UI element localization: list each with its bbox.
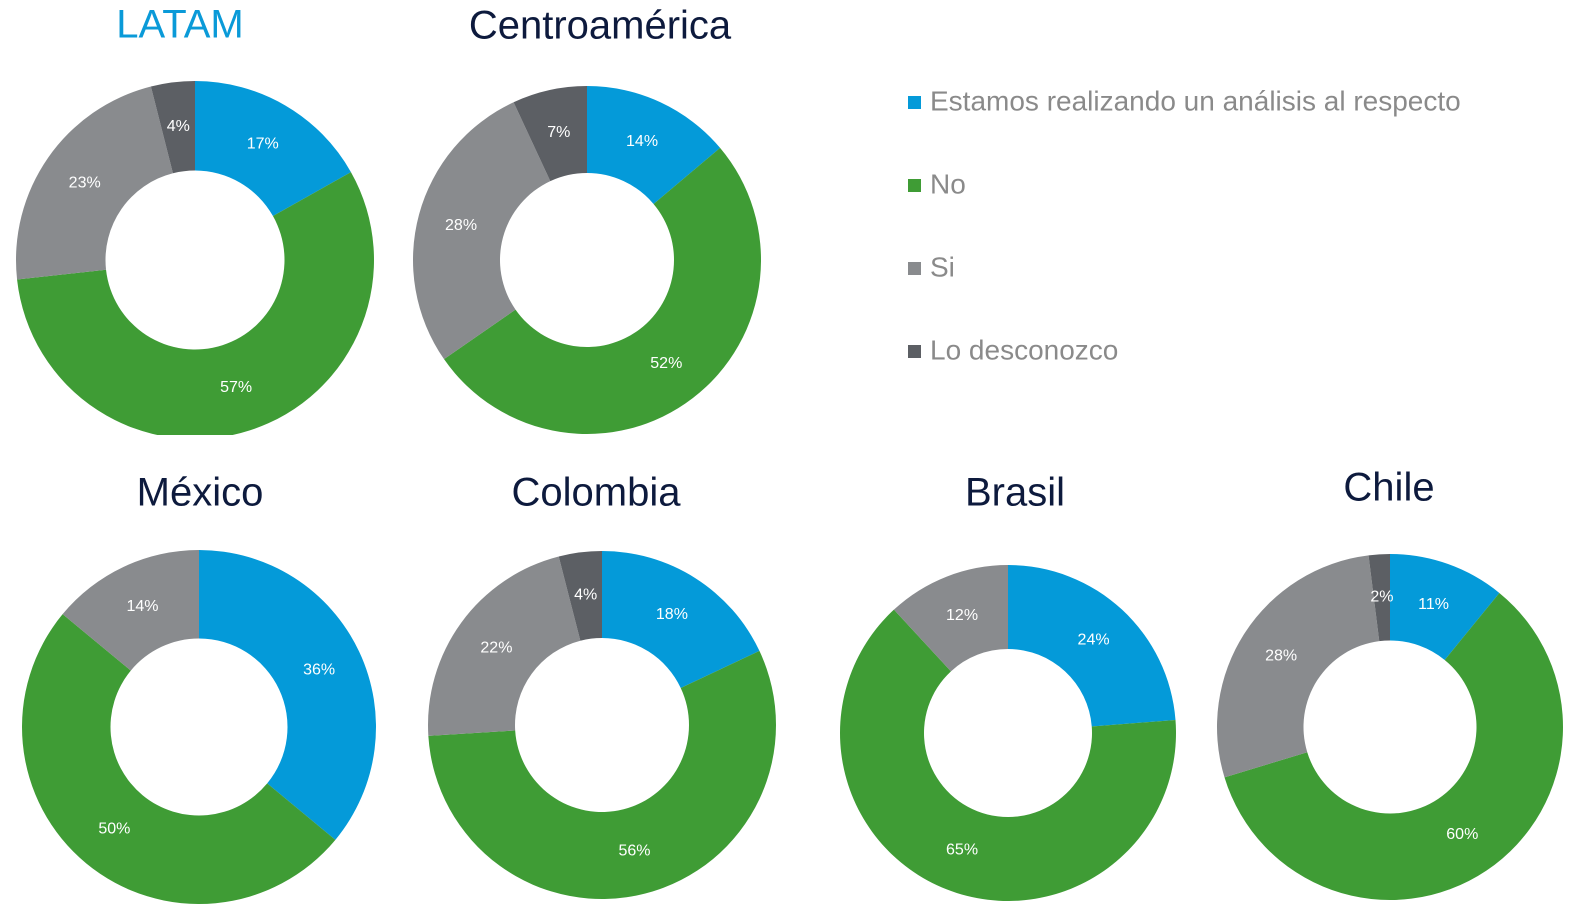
chart-title: LATAM bbox=[116, 3, 243, 47]
donut-slice bbox=[1390, 554, 1500, 660]
legend-label: Lo desconozco bbox=[930, 334, 1118, 365]
donut-chart: 11% 60% 28% 2% bbox=[1217, 554, 1563, 900]
donut-slice bbox=[412, 102, 551, 360]
data-label: 7% bbox=[547, 124, 570, 141]
donut-slice bbox=[558, 551, 602, 641]
data-label: 22% bbox=[480, 640, 512, 657]
donut-slice bbox=[16, 86, 173, 280]
donut-chart: 14% 52% 28% 7% bbox=[412, 86, 761, 434]
donut-chart: 24% 65% 12% bbox=[840, 565, 1177, 901]
donut-slice bbox=[444, 147, 761, 434]
data-label: 12% bbox=[946, 607, 978, 624]
legend-label: Estamos realizando un análisis al respec… bbox=[930, 85, 1461, 116]
legend-swatch bbox=[908, 262, 921, 275]
data-label: 18% bbox=[656, 606, 688, 623]
data-label: 50% bbox=[98, 821, 130, 838]
donut-slice bbox=[602, 551, 760, 688]
data-label: 24% bbox=[1078, 632, 1110, 649]
data-label: 23% bbox=[69, 175, 101, 192]
donut-slice bbox=[62, 550, 199, 671]
donut-slice bbox=[840, 609, 1177, 901]
data-label: 56% bbox=[618, 843, 650, 860]
data-label: 4% bbox=[574, 587, 597, 604]
legend-label: Si bbox=[930, 251, 955, 282]
data-label: 28% bbox=[445, 217, 477, 234]
donut-slice bbox=[199, 550, 376, 840]
donut-chart: 18% 56% 22% 4% bbox=[428, 551, 776, 900]
chart-title: Chile bbox=[1343, 466, 1434, 510]
data-label: 52% bbox=[650, 355, 682, 372]
data-label: 11% bbox=[1418, 596, 1449, 613]
data-label: 65% bbox=[946, 842, 978, 859]
donut-slice bbox=[1368, 554, 1390, 642]
legend-swatch bbox=[908, 345, 921, 358]
donut-slice bbox=[428, 650, 776, 900]
data-label: 14% bbox=[626, 133, 658, 150]
legend-swatch bbox=[908, 179, 921, 192]
chart-title: Brasil bbox=[965, 471, 1065, 515]
data-label: 4% bbox=[167, 118, 190, 135]
donut-slice bbox=[1224, 592, 1563, 900]
chart-title: Colombia bbox=[512, 471, 682, 515]
data-label: 14% bbox=[126, 598, 158, 615]
data-label: 28% bbox=[1265, 648, 1297, 665]
donut-chart: 17% 57% 23% 4% bbox=[16, 81, 374, 435]
donut-slice bbox=[22, 614, 336, 904]
chart-title: Centroamérica bbox=[469, 4, 732, 48]
legend-swatch bbox=[908, 96, 921, 109]
data-label: 36% bbox=[303, 662, 335, 679]
donut-slice bbox=[17, 172, 374, 435]
legend-label: No bbox=[930, 168, 966, 199]
donut-slice bbox=[150, 81, 195, 174]
data-label: 17% bbox=[247, 135, 279, 152]
donut-slice bbox=[513, 86, 587, 182]
data-label: 2% bbox=[1370, 589, 1393, 606]
donut-slice bbox=[587, 86, 721, 204]
donut-slice bbox=[1217, 555, 1380, 778]
donut-slice bbox=[428, 556, 581, 736]
donut-slice bbox=[893, 565, 1008, 672]
data-label: 60% bbox=[1446, 826, 1478, 843]
donut-slice bbox=[1008, 565, 1176, 727]
data-label: 57% bbox=[220, 379, 252, 396]
chart-title: México bbox=[137, 471, 264, 515]
donut-slice bbox=[195, 81, 351, 217]
donut-chart: 36% 50% 14% bbox=[22, 550, 376, 904]
